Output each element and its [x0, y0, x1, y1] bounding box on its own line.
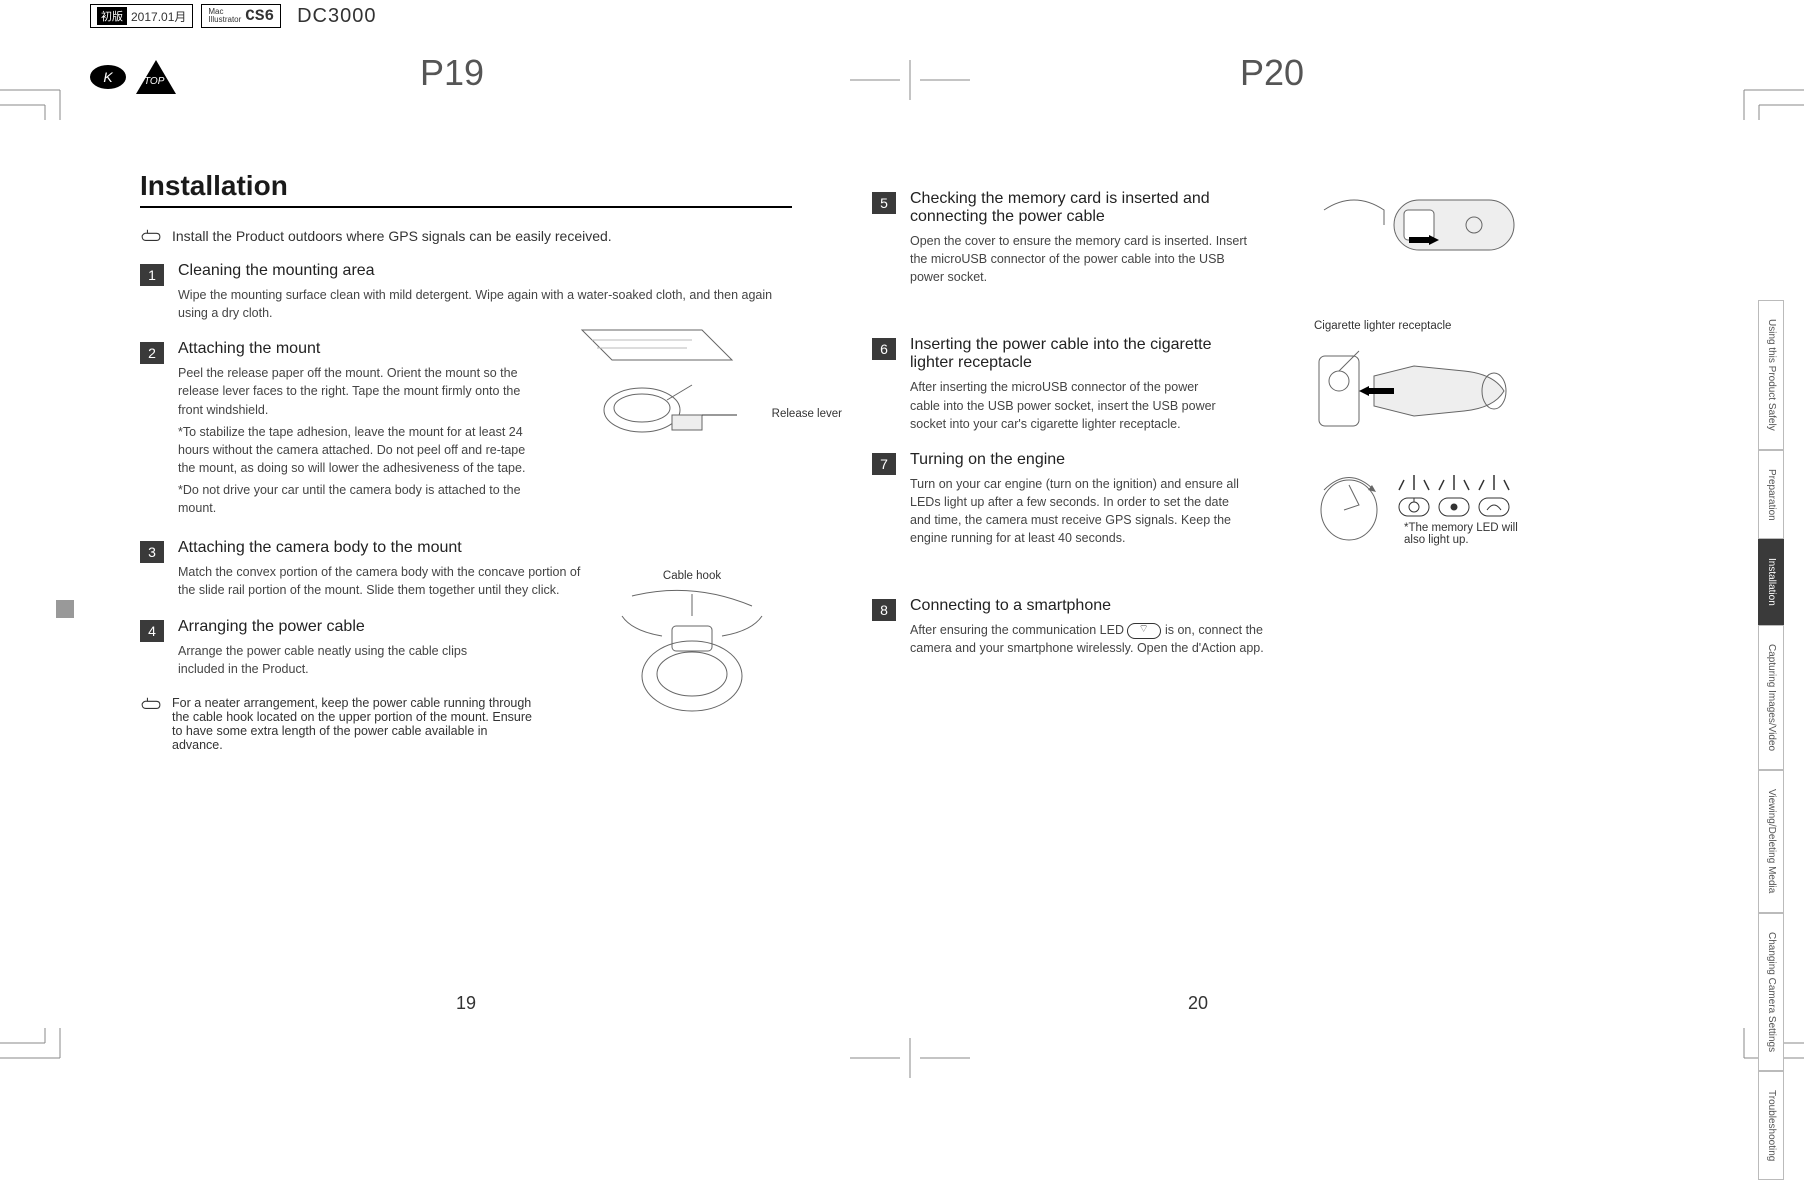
- doc-header: 初版 2017.01月 MacIllustrator CS6 DC3000: [90, 4, 377, 28]
- step-text: Wipe the mounting surface clean with mil…: [178, 286, 792, 322]
- step-note: *To stabilize the tape adhesion, leave t…: [178, 423, 538, 477]
- page-marker-right: P20: [1240, 52, 1304, 94]
- step-num: 3: [140, 541, 164, 563]
- k-oval: K: [90, 65, 126, 89]
- step-8: 8 Connecting to a smartphone After ensur…: [872, 597, 1524, 657]
- top-triangle: TOP: [136, 60, 176, 94]
- intro-note-text: Install the Product outdoors where GPS s…: [172, 228, 612, 244]
- step-note: *Do not drive your car until the camera …: [178, 481, 538, 517]
- step-num: 1: [140, 264, 164, 286]
- k-top-markers: K TOP: [90, 60, 176, 94]
- edition-chip: 初版: [97, 7, 127, 25]
- model-label: DC3000: [297, 5, 376, 28]
- step-num: 2: [140, 342, 164, 364]
- side-gray-square: [56, 600, 74, 618]
- crop-tl: [0, 60, 80, 120]
- page-title: Installation: [140, 170, 792, 202]
- step-text: Turn on your car engine (turn on the ign…: [910, 475, 1250, 548]
- wifi-led-icon: [1127, 623, 1161, 639]
- register-mark-top: [850, 60, 970, 100]
- step-num: 5: [872, 192, 896, 214]
- mount-illustration: Release lever: [572, 320, 792, 455]
- left-page: Installation Install the Product outdoor…: [140, 170, 792, 968]
- edition-box: 初版 2017.01月: [90, 4, 193, 28]
- tab-installation[interactable]: Installation: [1758, 539, 1784, 625]
- tab-capturing[interactable]: Capturing Images/Video: [1758, 625, 1784, 770]
- step-num: 6: [872, 338, 896, 360]
- fig-label: Cable hook: [602, 570, 782, 582]
- step-text: After ensuring the communication LED is …: [910, 621, 1270, 657]
- step-title: Checking the memory card is inserted and…: [910, 190, 1250, 226]
- tab-settings[interactable]: Changing Camera Settings: [1758, 913, 1784, 1071]
- page-number: 20: [1188, 993, 1208, 1014]
- crop-bl: [0, 1028, 80, 1088]
- page-spread: Installation Install the Product outdoor…: [140, 170, 1524, 968]
- lighter-illustration: Cigarette lighter receptacle: [1314, 320, 1524, 451]
- hand-icon: [140, 228, 162, 244]
- step-title: Turning on the engine: [910, 451, 1250, 469]
- step-text: Match the convex portion of the camera b…: [178, 563, 598, 599]
- engine-illustration: *The memory LED will also light up.: [1314, 460, 1524, 555]
- tab-troubleshooting[interactable]: Troubleshooting: [1758, 1071, 1784, 1180]
- step-title: Attaching the mount: [178, 340, 538, 358]
- tab-safety[interactable]: Using this Product Safely: [1758, 300, 1784, 450]
- step-text: Peel the release paper off the mount. Or…: [178, 364, 538, 418]
- bottom-note-text: For a neater arrangement, keep the power…: [172, 696, 540, 752]
- step-title: Inserting the power cable into the cigar…: [910, 336, 1220, 372]
- step-num: 4: [140, 620, 164, 642]
- hand-icon: [140, 696, 162, 712]
- usb-illustration: [1314, 180, 1524, 275]
- tab-preparation[interactable]: Preparation: [1758, 450, 1784, 540]
- step-title: Cleaning the mounting area: [178, 262, 792, 280]
- tab-viewing[interactable]: Viewing/Deleting Media: [1758, 770, 1784, 912]
- intro-note: Install the Product outdoors where GPS s…: [140, 228, 792, 244]
- step-1: 1 Cleaning the mounting area Wipe the mo…: [140, 262, 792, 322]
- bottom-note: For a neater arrangement, keep the power…: [140, 696, 540, 752]
- step-title: Attaching the camera body to the mount: [178, 539, 598, 557]
- step-title: Connecting to a smartphone: [910, 597, 1270, 615]
- step-text: After inserting the microUSB connector o…: [910, 378, 1220, 432]
- cs6-label: CS6: [245, 7, 274, 25]
- page-number: 19: [456, 993, 476, 1014]
- right-page: 5 Checking the memory card is inserted a…: [872, 170, 1524, 968]
- cable-hook-illustration: Cable hook: [602, 570, 782, 731]
- step-text: Open the cover to ensure the memory card…: [910, 232, 1250, 286]
- edition-date: 2017.01月: [131, 8, 186, 25]
- step-num: 8: [872, 599, 896, 621]
- crop-tr: [1724, 60, 1804, 120]
- fig-label: Cigarette lighter receptacle: [1314, 320, 1524, 332]
- fig-label: Release lever: [772, 408, 842, 420]
- step-text: Arrange the power cable neatly using the…: [178, 642, 508, 678]
- step-title: Arranging the power cable: [178, 618, 508, 636]
- software-box: MacIllustrator CS6: [201, 4, 281, 28]
- register-mark-bottom: [850, 1038, 970, 1078]
- title-rule: [140, 206, 792, 208]
- section-tabs: Using this Product Safely Preparation In…: [1758, 300, 1804, 1180]
- mac-ill-label: MacIllustrator: [208, 8, 241, 24]
- step-num: 7: [872, 453, 896, 475]
- page-marker-left: P19: [420, 52, 484, 94]
- led-note: *The memory LED will also light up.: [1404, 522, 1524, 546]
